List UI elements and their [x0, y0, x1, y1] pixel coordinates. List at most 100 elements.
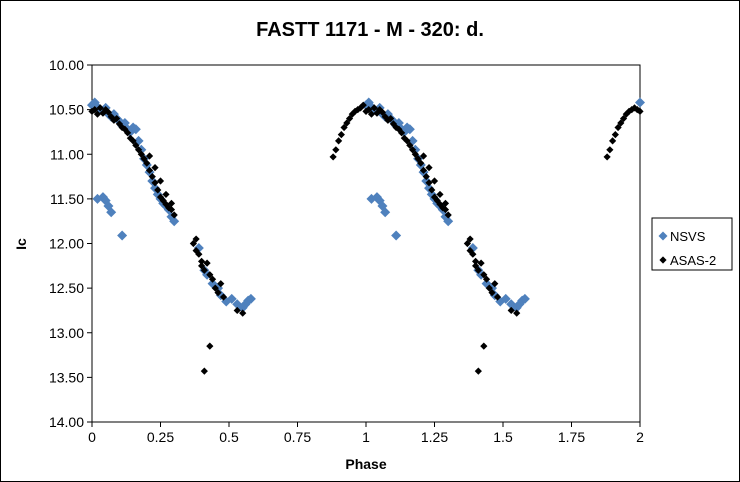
data-point: [614, 123, 622, 132]
plot-area: [91, 64, 641, 423]
data-point: [611, 131, 619, 139]
data-point: [354, 106, 362, 114]
data-point: [217, 280, 225, 288]
data-point: [411, 150, 419, 158]
data-point: [343, 119, 351, 127]
y-tick-label: 11.50: [50, 191, 84, 207]
y-tick-label: 13.00: [49, 325, 84, 341]
data-point: [419, 152, 428, 160]
data-point: [419, 166, 428, 174]
data-point: [430, 177, 439, 185]
data-point: [619, 114, 628, 123]
data-point: [425, 164, 433, 172]
data-point: [189, 239, 197, 248]
data-point: [106, 207, 117, 218]
data-point: [443, 216, 454, 227]
legend-box: [651, 217, 733, 271]
data-point: [117, 230, 128, 241]
y-axis-label: Ic: [13, 238, 29, 250]
data-point: [335, 137, 343, 145]
data-point: [200, 266, 208, 274]
data-point: [203, 259, 211, 267]
data-point: [156, 177, 165, 185]
legend-label: ASAS-2: [670, 253, 716, 268]
data-point: [226, 293, 237, 304]
data-point: [622, 110, 630, 118]
data-point: [96, 104, 104, 112]
data-point: [134, 146, 143, 154]
data-point: [417, 159, 425, 167]
data-point: [466, 235, 474, 243]
data-point: [491, 280, 499, 288]
data-point: [214, 288, 222, 297]
data-point: [485, 284, 493, 292]
legend-items: NSVS ASAS-2: [658, 229, 716, 268]
data-point: [148, 172, 156, 181]
x-tick-label: 1: [362, 429, 370, 445]
data-point: [606, 146, 614, 154]
data-point: [439, 204, 447, 212]
data-point: [351, 107, 359, 116]
data-point: [444, 211, 452, 219]
x-tick-label: 1.75: [558, 429, 585, 445]
data-point: [206, 342, 214, 350]
data-point: [102, 106, 110, 114]
data-point: [130, 124, 141, 135]
y-tick-label: 10.00: [49, 57, 84, 73]
data-point: [406, 141, 414, 149]
data-point: [474, 367, 482, 375]
data-point: [609, 137, 617, 145]
data-point: [208, 275, 217, 283]
x-tick-label: 1.25: [421, 429, 448, 445]
data-point: [428, 186, 436, 194]
data-point: [245, 293, 256, 304]
data-point: [162, 190, 170, 199]
data-point: [365, 106, 373, 114]
data-point: [129, 137, 137, 145]
data-point: [380, 207, 391, 218]
data-point: [340, 123, 348, 132]
data-point: [206, 271, 214, 279]
data-point: [356, 104, 365, 112]
data-point: [480, 342, 488, 350]
data-point: [169, 216, 180, 227]
data-point: [211, 284, 219, 292]
data-point: [359, 101, 367, 109]
data-point: [633, 106, 641, 114]
data-point: [329, 153, 337, 161]
data-point: [143, 159, 151, 167]
data-point: [425, 179, 433, 187]
data-point: [480, 271, 488, 279]
y-tick-label: 13.50: [49, 369, 84, 385]
data-point: [474, 266, 482, 274]
data-point: [441, 205, 450, 214]
data-point: [113, 114, 121, 123]
x-tick-label: 1.5: [493, 429, 513, 445]
legend-marker: [659, 256, 667, 264]
data-point: [192, 235, 200, 243]
y-tick-label: 12.50: [49, 280, 84, 296]
data-point: [198, 262, 206, 270]
data-point: [404, 124, 415, 135]
data-point: [370, 104, 378, 112]
data-point: [422, 172, 430, 181]
data-point: [472, 262, 480, 270]
data-point: [433, 197, 441, 205]
data-point: [387, 114, 395, 123]
data-point: [151, 179, 159, 187]
data-point: [337, 131, 345, 139]
data-point: [376, 106, 384, 114]
x-tick-label: 0.25: [147, 429, 174, 445]
x-tick-label: 0: [88, 429, 96, 445]
legend-label: NSVS: [670, 229, 706, 244]
data-point: [493, 293, 502, 301]
data-point: [408, 146, 417, 154]
data-point: [145, 152, 154, 160]
data-point: [332, 146, 340, 154]
data-point: [239, 309, 247, 317]
data-point: [145, 166, 154, 174]
x-tick-label: 2: [636, 429, 644, 445]
data-point: [378, 108, 387, 116]
data-point: [167, 205, 176, 214]
